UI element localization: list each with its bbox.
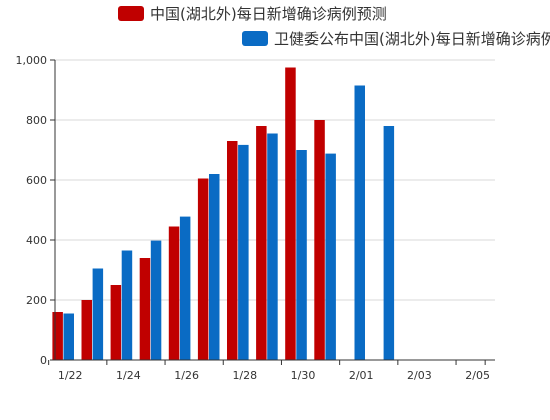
bar-official-1-31[interactable] [325, 153, 336, 360]
legend-label-forecast: 中国(湖北外)每日新增确诊病例预测 [150, 5, 387, 23]
bar-official-1-27[interactable] [209, 174, 220, 360]
y-tick-label: 200 [26, 294, 47, 307]
bar-official-2-02[interactable] [383, 126, 395, 360]
legend-item-official[interactable]: 卫健委公布中国(湖北外)每日新增确诊病例 [242, 30, 550, 48]
x-tick-label: 1/24 [116, 369, 141, 382]
x-tick-label: 1/22 [58, 369, 83, 382]
y-tick-label: 1,000 [16, 54, 48, 67]
x-tick-label: 2/05 [465, 369, 490, 382]
bar-forecast-1-26[interactable] [168, 226, 180, 361]
bar-official-1-24[interactable] [121, 250, 133, 361]
bar-official-2-01[interactable] [354, 85, 366, 361]
x-tick-label: 2/03 [407, 369, 432, 382]
bar-forecast-1-28[interactable] [227, 141, 238, 360]
x-tick-label: 1/30 [291, 369, 316, 382]
bar-official-1-30[interactable] [296, 150, 307, 360]
legend-item-forecast[interactable]: 中国(湖北外)每日新增确诊病例预测 [118, 5, 387, 23]
bar-forecast-1-24[interactable] [110, 285, 122, 360]
x-tick-label: 1/28 [232, 369, 257, 382]
x-tick-label: 1/26 [174, 369, 199, 382]
bar-forecast-1-31[interactable] [314, 120, 325, 360]
y-tick-label: 800 [26, 114, 47, 127]
bar-forecast-1-27[interactable] [197, 178, 209, 361]
y-axis-ticks: 0 200 400 600 800 1,000 [16, 54, 55, 367]
bar-forecast-1-30[interactable] [285, 67, 296, 361]
bar-forecast-1-23[interactable] [81, 300, 93, 360]
axes [54, 60, 495, 361]
legend-swatch-official [242, 31, 268, 46]
bar-official-1-23[interactable] [92, 268, 104, 361]
bar-official-1-25[interactable] [150, 240, 162, 360]
bars [52, 67, 395, 361]
bar-official-1-28[interactable] [238, 144, 249, 360]
legend-swatch-forecast [118, 6, 144, 21]
y-tick-label: 600 [26, 174, 47, 187]
bar-forecast-1-29[interactable] [256, 126, 267, 360]
legend: 中国(湖北外)每日新增确诊病例预测 卫健委公布中国(湖北外)每日新增确诊病例 [118, 5, 550, 48]
legend-label-official: 卫健委公布中国(湖北外)每日新增确诊病例 [274, 30, 550, 48]
x-axis-ticks: 1/22 1/24 1/26 1/28 1/30 2/01 2/03 2/05 [48, 360, 490, 382]
bar-forecast-1-22[interactable] [52, 312, 63, 360]
y-tick-label: 400 [26, 234, 47, 247]
x-tick-label: 2/01 [349, 369, 374, 382]
bar-official-1-22[interactable] [63, 313, 75, 361]
y-tick-label: 0 [40, 354, 47, 367]
bar-official-1-26[interactable] [179, 216, 191, 360]
bar-forecast-1-25[interactable] [139, 258, 151, 360]
bar-official-1-29[interactable] [267, 133, 278, 361]
